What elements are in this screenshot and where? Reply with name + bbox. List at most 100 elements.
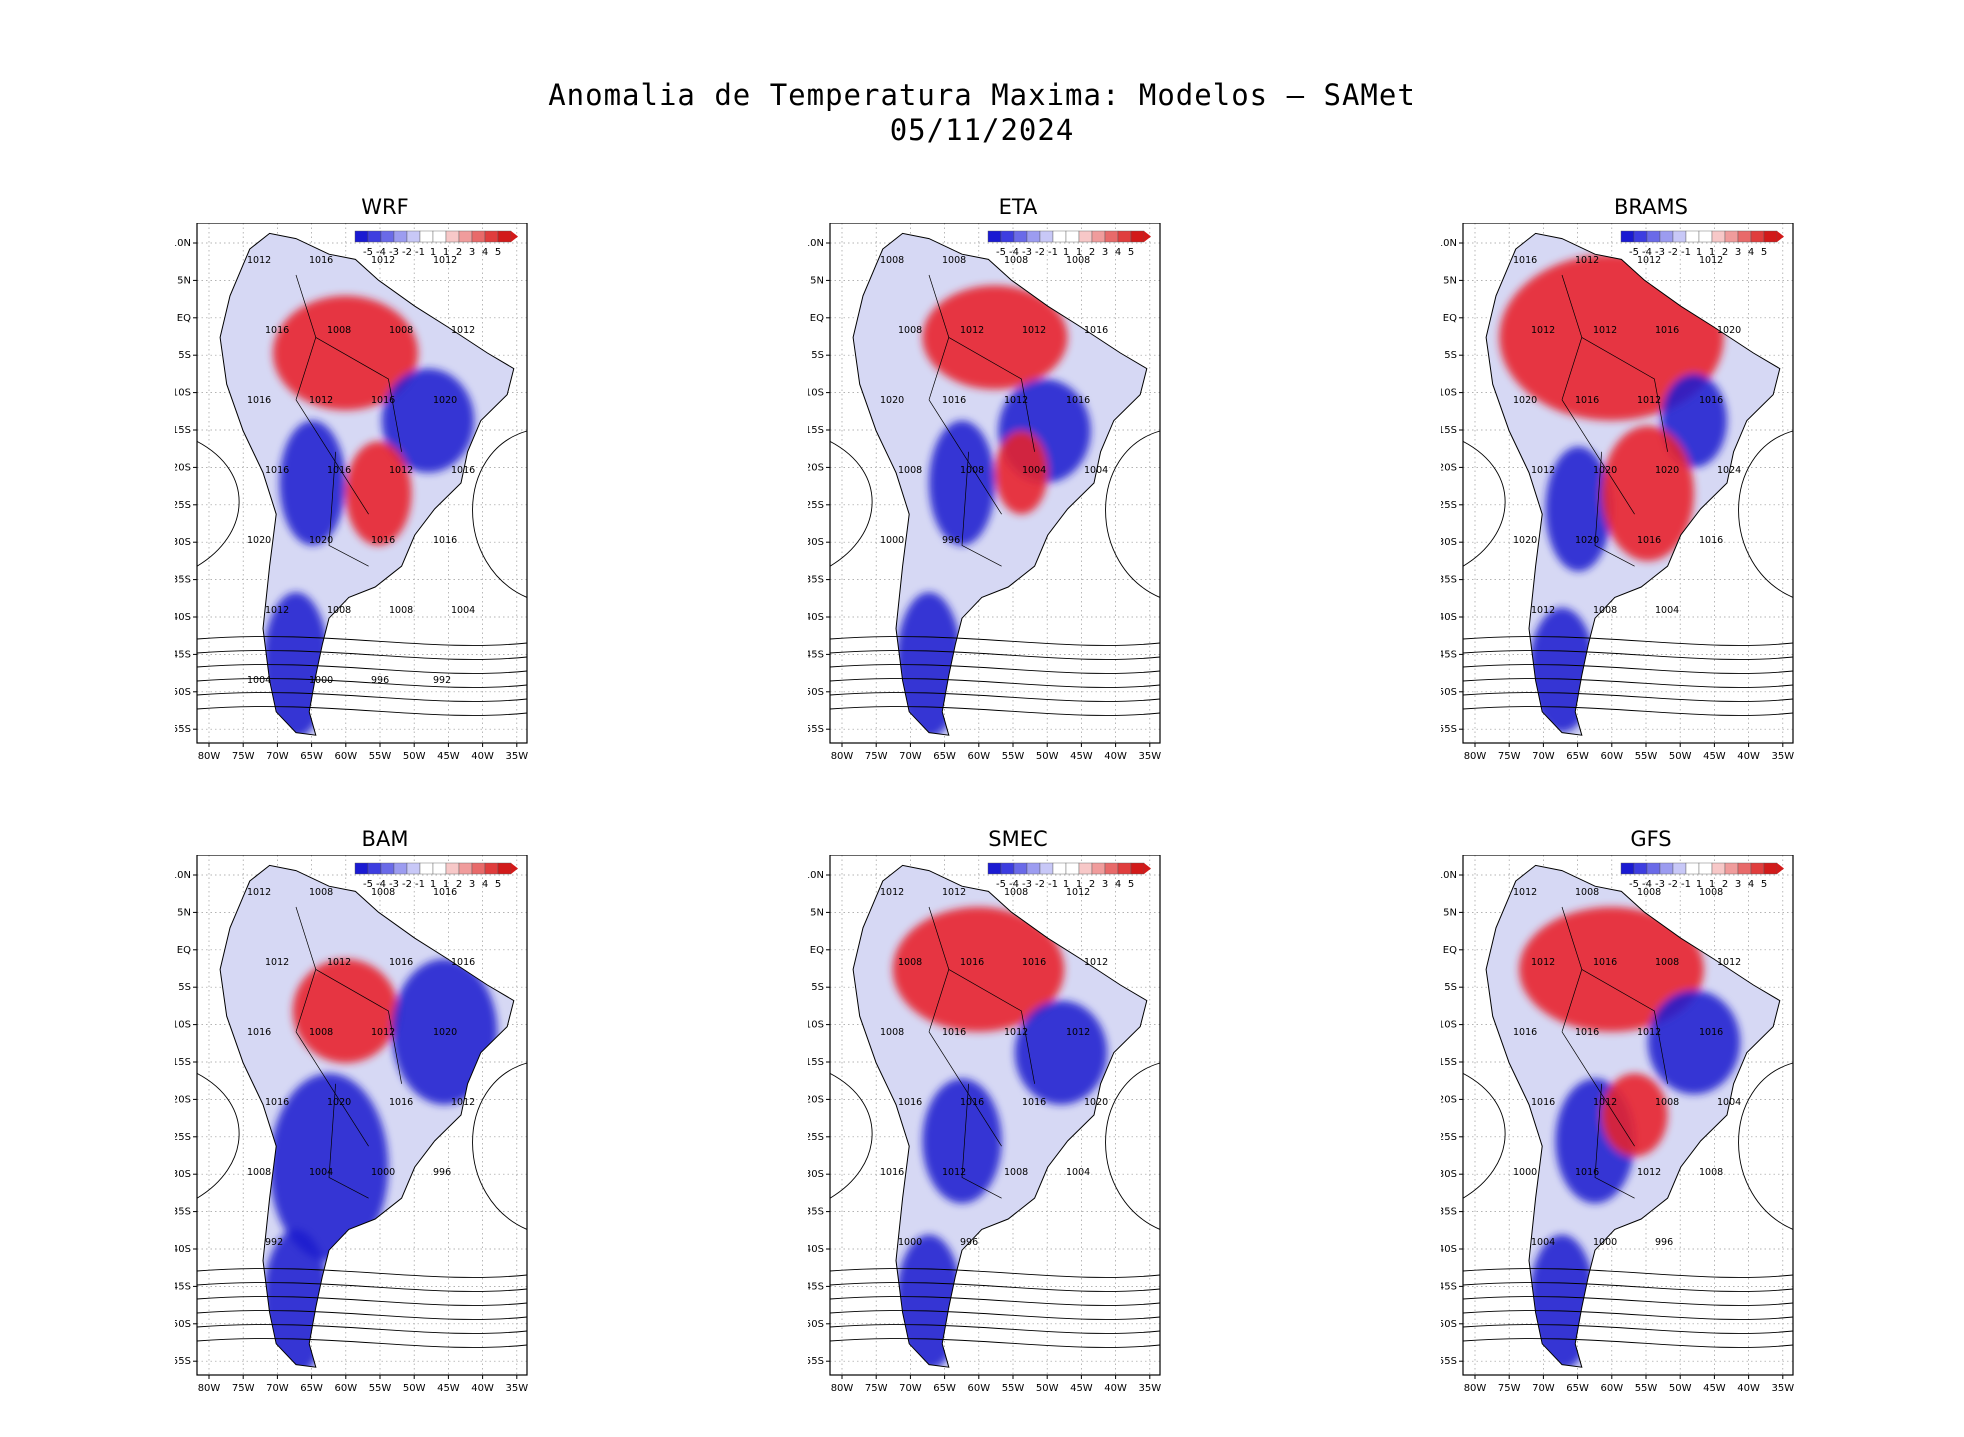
isobar-label: 1016 [1637,535,1661,546]
colorbar-swatch [445,230,460,243]
country-border [328,451,369,567]
lat-label: 10N [1441,870,1457,881]
country-border [928,274,950,400]
isobar-label: 1020 [1593,465,1617,476]
isobar [1462,678,1794,688]
colorbar-swatch [1646,230,1661,243]
isobar-label: 1020 [1655,465,1679,476]
lon-label: 50W [1669,751,1692,762]
isobar-label: 1012 [1004,1027,1028,1038]
lat-label: 5N [177,907,191,918]
colorbar-swatch [1711,230,1726,243]
colorbar-swatch [1724,862,1739,875]
isobar-label: 1004 [1655,605,1679,616]
warm-anomaly [1519,907,1704,1032]
isobar-label: 1008 [1575,887,1599,898]
country-border [928,906,950,1032]
lat-label: 15S [175,1057,191,1068]
anomaly-map: 1012 1008 1008 1016 1012 1012 1016 1016 1016 1008… [175,855,528,1394]
colorbar-swatch [1117,862,1132,875]
lat-label: 5N [1443,907,1457,918]
colorbar-swatch [987,862,1002,875]
lon-label: 40W [1737,1383,1760,1394]
isobar-label: 1008 [942,255,966,266]
lon-label: 55W [1002,751,1025,762]
isobar [196,1338,528,1348]
country-border [315,337,402,452]
isobar [196,650,528,660]
lat-label: 30S [175,537,191,548]
colorbar-label: -3 [1655,879,1665,890]
panel-title: WRF [361,195,409,219]
colorbar-swatch [1026,862,1041,875]
isobar [196,692,528,702]
lon-label: 55W [1002,1383,1025,1394]
coastline [219,864,515,1368]
country-border [948,969,1035,1084]
anomaly-map: 1012 1016 1012 1012 1016 1008 1008 1012 1016 1012… [175,223,528,762]
lat-label: 30S [808,537,824,548]
lat-label: 5N [1443,275,1457,286]
lat-label: 35S [1441,575,1457,586]
isobar-label: 1012 [1593,1097,1617,1108]
isobar-label: 1012 [880,887,904,898]
colorbar-swatch [1685,862,1700,875]
map-border [1462,223,1794,744]
colorbar-label: -3 [1022,879,1032,890]
colorbar-label: -3 [1022,247,1032,258]
isobar-label: 1008 [960,465,984,476]
lon-label: 80W [831,751,854,762]
lat-label: EQ [177,945,191,956]
isobar-label: 1000 [880,535,904,546]
colorbar-swatch [1685,230,1700,243]
lon-label: 80W [1464,751,1487,762]
colorbar-arrow [1777,231,1784,242]
colorbar-swatch [1013,230,1028,243]
isobar-label: 1016 [1593,957,1617,968]
colorbar-swatch [1646,862,1661,875]
isobar-label: 1016 [265,1097,289,1108]
lon-label: 40W [471,1383,494,1394]
lat-label: 35S [808,1207,824,1218]
lat-label: 5S [811,982,824,993]
anomaly-map: 1012 1012 1008 1012 1008 1016 1016 1012 1008 1016… [808,855,1161,1394]
colorbar-swatch [380,230,395,243]
country-border [295,1031,369,1147]
lat-label: 40S [175,1244,191,1255]
colorbar-label: 4 [1115,879,1121,890]
isobar-label: 996 [1655,1237,1673,1248]
lat-label: 55S [1441,1356,1457,1367]
colorbar-swatch [1000,230,1015,243]
lon-label: 75W [232,751,255,762]
colorbar-label: 1 [1063,247,1069,258]
colorbar-label: 4 [1748,247,1754,258]
isobar [196,1296,528,1306]
lon-label: 35W [505,1383,528,1394]
isobar-label: 996 [960,1237,978,1248]
lon-label: 65W [1566,1383,1589,1394]
lat-label: 50S [175,1319,191,1330]
lat-label: 25S [1441,1132,1457,1143]
panel-bam: BAM 1012 1008 1008 1016 1012 1012 1016 1016 1016… [175,827,595,1437]
colorbar-label: 2 [456,879,462,890]
isobar [196,1073,240,1199]
country-border [1594,1083,1635,1199]
isobar-label: 1020 [327,1097,351,1108]
isobar-label: 1012 [247,255,271,266]
colorbar-label: 1 [1709,879,1715,890]
colorbar-swatch [471,862,486,875]
isobar [196,1282,528,1292]
country-border [1594,451,1635,567]
colorbar-label: 3 [469,247,475,258]
colorbar-label: 1 [1076,247,1082,258]
isobar-label: 1004 [1084,465,1108,476]
colorbar-swatch [1698,230,1713,243]
coastline [1485,232,1781,736]
isobar-label: 1008 [389,605,413,616]
isobar-label: 1012 [1531,465,1555,476]
country-border [295,274,317,400]
isobar [1462,1073,1506,1199]
isobar-label: 1020 [880,395,904,406]
isobar-label: 1016 [1513,255,1537,266]
colorbar-label: 3 [1735,247,1741,258]
